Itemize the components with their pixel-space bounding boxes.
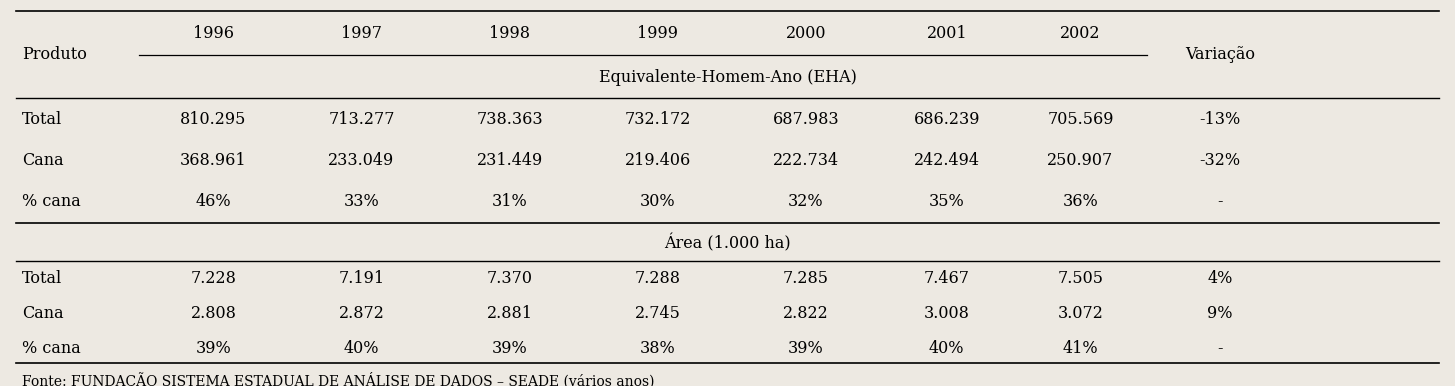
Text: 39%: 39% [195, 340, 231, 357]
Text: 4%: 4% [1208, 270, 1232, 287]
Text: 7.288: 7.288 [634, 270, 681, 287]
Text: Equivalente-Homem-Ano (EHA): Equivalente-Homem-Ano (EHA) [598, 69, 857, 86]
Text: % cana: % cana [22, 193, 80, 210]
Text: Fonte: FUNDAÇÃO SISTEMA ESTADUAL DE ANÁLISE DE DADOS – SEADE (vários anos): Fonte: FUNDAÇÃO SISTEMA ESTADUAL DE ANÁL… [22, 372, 655, 386]
Text: Produto: Produto [22, 46, 87, 63]
Text: -13%: -13% [1199, 111, 1241, 128]
Text: 1998: 1998 [489, 25, 530, 42]
Text: 40%: 40% [930, 340, 965, 357]
Text: 9%: 9% [1208, 305, 1232, 322]
Text: 1996: 1996 [194, 25, 234, 42]
Text: 705.569: 705.569 [1048, 111, 1113, 128]
Text: 250.907: 250.907 [1048, 152, 1113, 169]
Text: 2.822: 2.822 [783, 305, 829, 322]
Text: 2000: 2000 [786, 25, 826, 42]
Text: 231.449: 231.449 [477, 152, 543, 169]
Text: 7.191: 7.191 [339, 270, 384, 287]
Text: 39%: 39% [789, 340, 824, 357]
Text: 2002: 2002 [1061, 25, 1100, 42]
Text: 242.494: 242.494 [914, 152, 979, 169]
Text: 368.961: 368.961 [180, 152, 247, 169]
Text: 36%: 36% [1062, 193, 1099, 210]
Text: Área (1.000 ha): Área (1.000 ha) [663, 234, 792, 252]
Text: 7.370: 7.370 [486, 270, 533, 287]
Text: 1997: 1997 [340, 25, 383, 42]
Text: -: - [1216, 340, 1222, 357]
Text: 33%: 33% [343, 193, 380, 210]
Text: 2001: 2001 [927, 25, 968, 42]
Text: 38%: 38% [640, 340, 675, 357]
Text: 41%: 41% [1062, 340, 1099, 357]
Text: 30%: 30% [640, 193, 675, 210]
Text: 222.734: 222.734 [773, 152, 840, 169]
Text: -32%: -32% [1199, 152, 1240, 169]
Text: 3.072: 3.072 [1058, 305, 1103, 322]
Text: Variação: Variação [1184, 46, 1254, 63]
Text: Total: Total [22, 111, 63, 128]
Text: 2.745: 2.745 [634, 305, 681, 322]
Text: 2.872: 2.872 [339, 305, 384, 322]
Text: 2.881: 2.881 [486, 305, 533, 322]
Text: 233.049: 233.049 [329, 152, 394, 169]
Text: 713.277: 713.277 [329, 111, 394, 128]
Text: -: - [1216, 193, 1222, 210]
Text: 31%: 31% [492, 193, 528, 210]
Text: 2.808: 2.808 [191, 305, 236, 322]
Text: 46%: 46% [195, 193, 231, 210]
Text: 32%: 32% [789, 193, 824, 210]
Text: Cana: Cana [22, 152, 64, 169]
Text: 738.363: 738.363 [476, 111, 543, 128]
Text: 39%: 39% [492, 340, 528, 357]
Text: Cana: Cana [22, 305, 64, 322]
Text: 35%: 35% [928, 193, 965, 210]
Text: Total: Total [22, 270, 63, 287]
Text: 1999: 1999 [637, 25, 678, 42]
Text: 810.295: 810.295 [180, 111, 246, 128]
Text: 7.228: 7.228 [191, 270, 236, 287]
Text: 7.467: 7.467 [924, 270, 970, 287]
Text: 687.983: 687.983 [773, 111, 840, 128]
Text: 686.239: 686.239 [914, 111, 981, 128]
Text: 7.285: 7.285 [783, 270, 829, 287]
Text: 40%: 40% [343, 340, 380, 357]
Text: 3.008: 3.008 [924, 305, 969, 322]
Text: 219.406: 219.406 [624, 152, 691, 169]
Text: 7.505: 7.505 [1058, 270, 1103, 287]
Text: % cana: % cana [22, 340, 80, 357]
Text: 732.172: 732.172 [624, 111, 691, 128]
